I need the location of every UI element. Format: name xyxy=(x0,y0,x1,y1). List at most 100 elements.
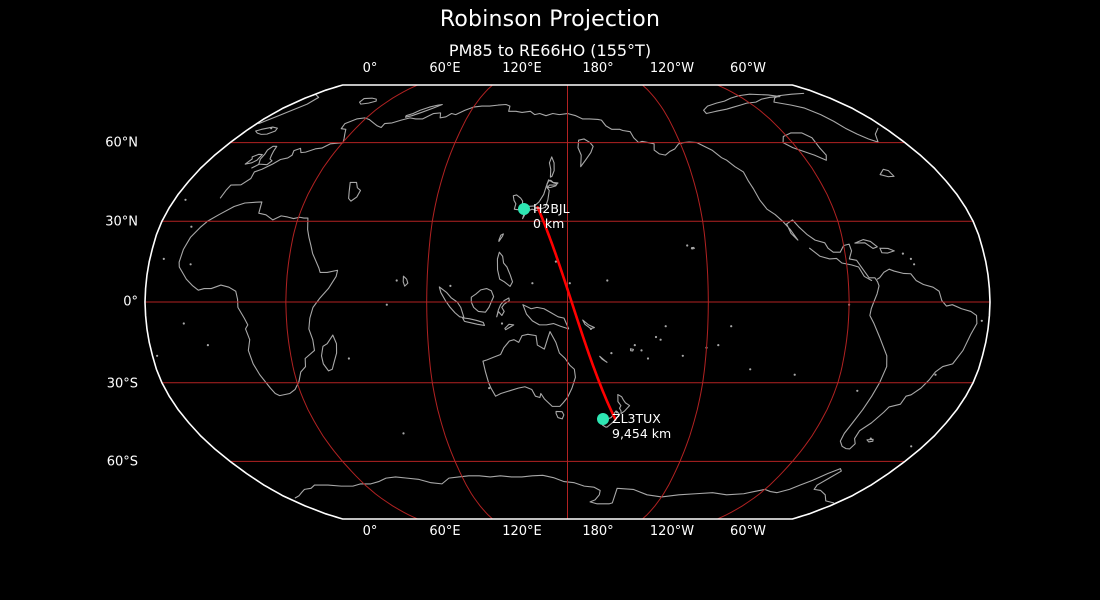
coastline-madagascar xyxy=(320,334,338,372)
lon-tick-label: 120°E xyxy=(502,61,542,76)
island-dot xyxy=(500,322,504,325)
coastline-arctic_isl xyxy=(703,93,781,115)
coastline-kamchatka xyxy=(577,138,594,168)
coastline-australia xyxy=(482,331,576,407)
map-boundary xyxy=(144,84,991,520)
island-dot xyxy=(610,352,613,355)
lon-tick-label: 0° xyxy=(362,61,378,76)
coastline-borneo xyxy=(470,288,495,313)
lon-tick-label: 60°E xyxy=(429,61,461,76)
lon-tick-label: 180° xyxy=(582,524,614,539)
coastline-sri xyxy=(402,275,409,287)
island-dot xyxy=(589,327,593,330)
island-dot xyxy=(909,257,913,260)
island-dot xyxy=(347,357,350,360)
coastline-hokkaido_n xyxy=(546,179,558,189)
island-dot xyxy=(395,279,398,282)
station-label-h2bjl: H2BJL 0 km xyxy=(533,201,570,231)
island-dot xyxy=(531,282,534,285)
coastline-iceland xyxy=(255,126,278,135)
page-title: Robinson Projection xyxy=(439,7,661,32)
island-dot xyxy=(156,354,159,357)
coastline-hudson xyxy=(782,132,827,161)
station-callsign: ZL3TUX xyxy=(612,411,661,426)
lat-tick-label: 0° xyxy=(123,294,138,310)
coastline-novaya xyxy=(404,103,443,118)
coastline-sumba_timor xyxy=(504,323,515,331)
great-circle-line xyxy=(536,205,617,421)
page-subtitle: PM85 to RE66HO (155°T) xyxy=(448,41,652,60)
coastline-greenland xyxy=(258,92,879,143)
graticule-lines xyxy=(145,84,990,520)
island-dot xyxy=(206,344,209,347)
coastline-svalbard xyxy=(358,97,377,105)
island-dot xyxy=(793,373,796,376)
island-dot xyxy=(184,198,187,201)
station-markers-layer[interactable] xyxy=(518,203,609,425)
coastline-newfound xyxy=(879,168,895,178)
coastline-newguinea xyxy=(522,304,570,330)
great-circle-path xyxy=(536,205,617,421)
lon-tick-label: 60°W xyxy=(730,524,766,539)
island-dot xyxy=(182,322,185,325)
island-dot xyxy=(606,279,609,282)
island-dot xyxy=(270,127,273,130)
island-dot xyxy=(869,437,872,440)
coastline-antarctica xyxy=(294,468,842,505)
island-dot xyxy=(901,252,905,255)
lon-tick-label: 60°W xyxy=(730,61,766,76)
island-dot xyxy=(690,247,694,250)
coastline-solomon xyxy=(582,319,595,330)
island-dot xyxy=(856,389,859,392)
island-dot xyxy=(640,349,643,352)
island-dot xyxy=(934,373,937,376)
lon-tick-label: 60°E xyxy=(429,524,461,539)
lon-tick-label: 120°E xyxy=(502,524,542,539)
island-dot xyxy=(717,344,720,347)
island-dot xyxy=(554,260,558,263)
island-dot xyxy=(633,344,636,347)
island-dot xyxy=(162,257,165,260)
island-dot xyxy=(615,411,619,414)
coastline-africa xyxy=(178,201,339,397)
boundary-outline xyxy=(144,84,991,520)
station-marker-h2bjl[interactable] xyxy=(518,203,530,215)
coastline-philippines xyxy=(496,251,514,287)
coastline-sulawesi xyxy=(496,297,510,318)
lat-tick-label: 60°S xyxy=(106,454,138,470)
island-dot xyxy=(910,445,913,448)
island-dot xyxy=(654,335,658,339)
coastline-baja_lower xyxy=(809,247,873,282)
island-dot xyxy=(659,338,662,341)
coastline-cuba xyxy=(854,239,878,249)
lat-tick-label: 30°N xyxy=(105,214,138,230)
lat-tick-label: 60°N xyxy=(105,135,138,151)
island-dot xyxy=(730,325,733,328)
coastline-sumatra xyxy=(438,286,465,319)
coastline-eurasia xyxy=(219,103,978,450)
island-dot xyxy=(913,263,916,266)
island-dot xyxy=(449,284,452,287)
coastline-newcal xyxy=(599,355,608,363)
coastline-sakhalin xyxy=(548,156,555,178)
station-marker-zl3tux[interactable] xyxy=(597,413,609,425)
coastline-falkland xyxy=(866,438,874,443)
island-dot xyxy=(664,325,667,328)
lat-tick-label: 30°S xyxy=(106,376,138,392)
lon-tick-label: 120°W xyxy=(649,524,695,539)
island-dot xyxy=(568,282,571,285)
coastline-hispaniola xyxy=(879,247,895,254)
coastline-ireland xyxy=(244,153,263,165)
coastlines-layer xyxy=(156,92,983,505)
island-dot xyxy=(189,263,192,266)
coastline-taiwan xyxy=(498,233,504,243)
station-distance: 9,454 km xyxy=(612,426,672,441)
lon-tick-label: 0° xyxy=(362,524,378,539)
island-dot xyxy=(646,357,650,360)
coastline-caspian xyxy=(348,181,362,202)
island-dot xyxy=(681,354,684,357)
coastline-java xyxy=(462,317,486,326)
coastline-nz_north xyxy=(617,394,631,415)
